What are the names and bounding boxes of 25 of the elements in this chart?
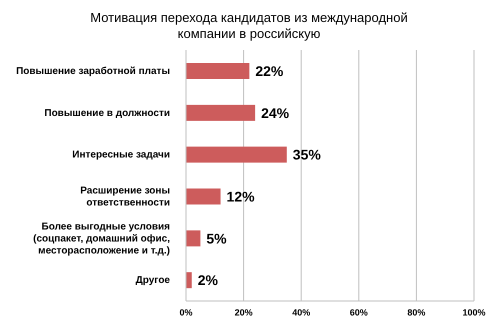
bar: [186, 146, 287, 163]
y-tick-label: Более выгодные условия (соцпакет, домашний офис, месторасположение и т.д.): [33, 220, 170, 256]
x-tick-label: 60%: [350, 307, 368, 318]
x-tick-label: 20%: [234, 307, 253, 318]
data-label: 35%: [292, 146, 322, 163]
x-tick-label: 40%: [292, 307, 310, 318]
bar: [186, 230, 200, 246]
data-label: 12%: [226, 188, 256, 204]
data-label: 22%: [255, 62, 284, 79]
y-tick-label: Другое: [136, 274, 170, 286]
chart-title: Мотивация перехода кандидатов из международной компании в российскую: [89, 9, 409, 42]
data-label: 24%: [261, 104, 290, 121]
y-tick-label: Повышение заработной платы: [16, 66, 170, 77]
bar: [186, 104, 256, 121]
data-label: 5%: [206, 230, 228, 246]
bar: [186, 188, 221, 204]
y-tick-label: Расширение зоны ответственности: [80, 185, 170, 208]
bar: [186, 272, 192, 288]
x-tick-label: 0%: [179, 307, 193, 318]
y-tick-label: Интересные задачи: [72, 149, 170, 160]
y-tick-label: Повышение в должности: [44, 107, 170, 118]
data-label: 2%: [198, 272, 219, 288]
x-tick-label: 80%: [407, 307, 426, 318]
bar: [186, 63, 250, 79]
x-tick-label: 100%: [462, 307, 486, 318]
